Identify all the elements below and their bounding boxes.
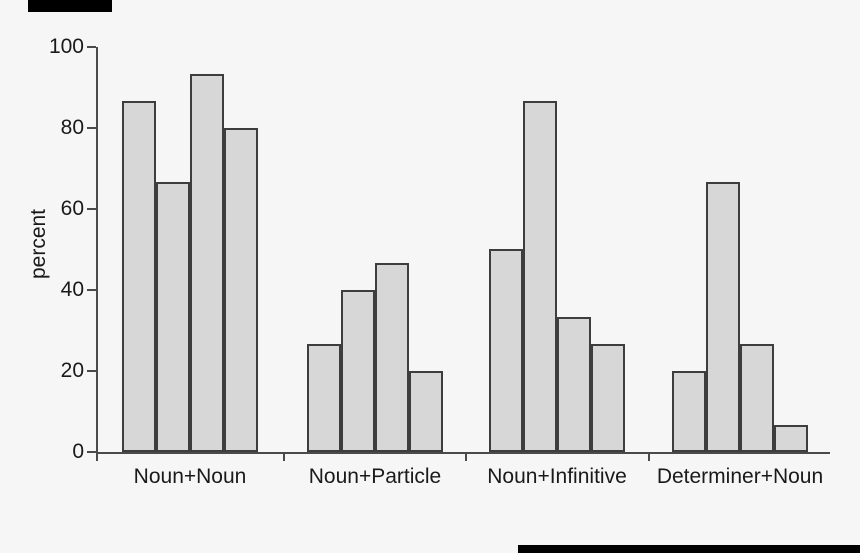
y-tick-label: 100 — [48, 35, 84, 58]
bar — [591, 344, 625, 452]
x-tick-mark — [283, 454, 285, 461]
y-tick-mark — [87, 370, 96, 372]
x-tick-mark — [465, 454, 467, 461]
category-label: Noun+Particle — [308, 465, 442, 488]
bar — [489, 249, 523, 452]
bar — [190, 74, 224, 452]
x-tick-mark — [648, 454, 650, 461]
x-tick-mark — [96, 454, 98, 461]
black-bar-top-artifact — [28, 0, 112, 12]
bar — [740, 344, 774, 452]
y-axis-line — [96, 47, 98, 454]
category-label: Noun+Infinitive — [487, 465, 627, 488]
y-tick-mark — [87, 289, 96, 291]
bar — [341, 290, 375, 452]
y-tick-label: 0 — [72, 440, 84, 463]
bar — [156, 182, 190, 452]
bar — [706, 182, 740, 452]
bar — [307, 344, 341, 452]
y-tick-label: 40 — [60, 278, 84, 301]
x-axis-line — [96, 452, 830, 454]
bar — [557, 317, 591, 452]
category-label: Noun+Noun — [133, 465, 247, 488]
bar — [672, 371, 706, 452]
y-tick-label: 20 — [60, 359, 84, 382]
y-tick-mark — [87, 127, 96, 129]
y-tick-label: 60 — [60, 197, 84, 220]
category-label: Determiner+Noun — [656, 465, 824, 488]
bar — [774, 425, 808, 452]
y-tick-mark — [87, 46, 96, 48]
bar — [523, 101, 557, 452]
y-tick-label: 80 — [60, 116, 84, 139]
bar — [375, 263, 409, 452]
black-bar-bottom-artifact — [518, 545, 860, 553]
y-tick-mark — [87, 451, 96, 453]
bar — [224, 128, 258, 452]
bar — [122, 101, 156, 452]
y-axis-title: percent — [27, 208, 50, 280]
bar — [409, 371, 443, 452]
y-tick-mark — [87, 208, 96, 210]
